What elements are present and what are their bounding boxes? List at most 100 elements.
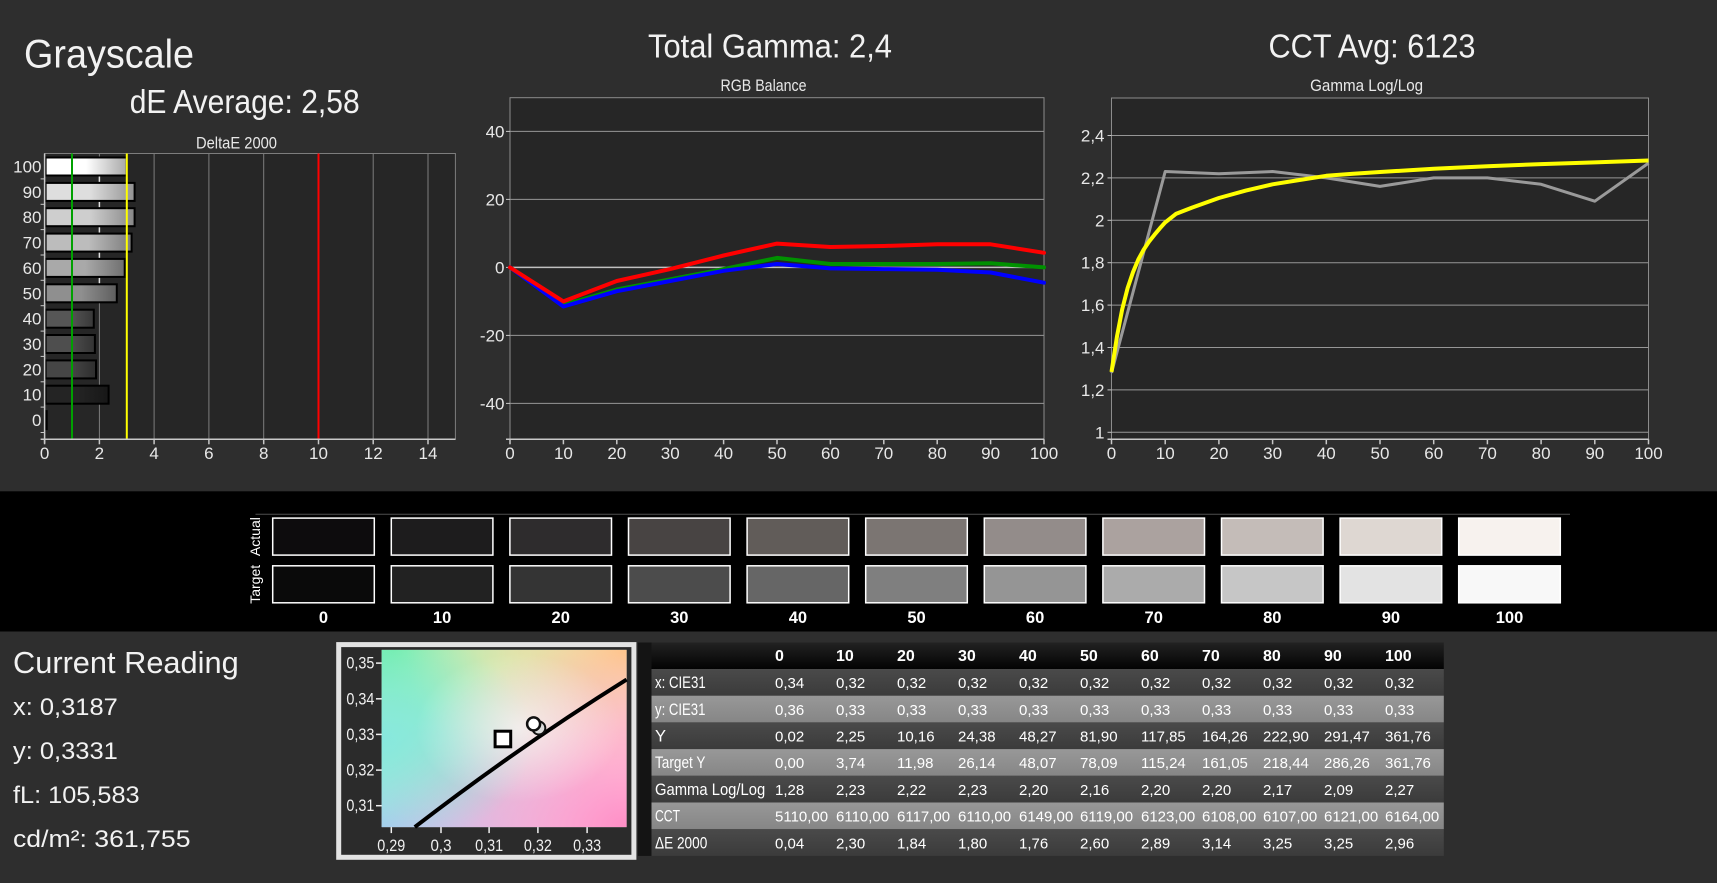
svg-text:3,25: 3,25 bbox=[1263, 835, 1292, 852]
svg-text:6164,00: 6164,00 bbox=[1385, 809, 1439, 826]
svg-text:Gamma Log/Log: Gamma Log/Log bbox=[655, 781, 765, 799]
svg-text:10,16: 10,16 bbox=[897, 729, 935, 746]
svg-text:24,38: 24,38 bbox=[958, 729, 996, 746]
svg-text:90: 90 bbox=[981, 444, 1000, 463]
svg-text:0,29: 0,29 bbox=[377, 837, 405, 855]
svg-text:4: 4 bbox=[149, 444, 158, 463]
svg-text:6123,00: 6123,00 bbox=[1141, 809, 1195, 826]
svg-text:0,33: 0,33 bbox=[346, 726, 374, 744]
svg-text:2,96: 2,96 bbox=[1385, 835, 1414, 852]
svg-text:y: CIE31: y: CIE31 bbox=[655, 701, 705, 719]
svg-text:10: 10 bbox=[554, 444, 573, 463]
svg-text:60: 60 bbox=[23, 259, 42, 278]
svg-text:0,33: 0,33 bbox=[1202, 702, 1231, 719]
svg-text:70: 70 bbox=[1145, 609, 1163, 627]
svg-text:2,25: 2,25 bbox=[836, 729, 865, 746]
svg-text:6110,00: 6110,00 bbox=[958, 809, 1011, 826]
svg-text:90: 90 bbox=[1324, 648, 1342, 665]
svg-text:0,33: 0,33 bbox=[1019, 702, 1048, 719]
svg-text:0,33: 0,33 bbox=[1263, 702, 1292, 719]
svg-text:70: 70 bbox=[874, 444, 893, 463]
svg-text:0,02: 0,02 bbox=[775, 729, 804, 746]
svg-text:20: 20 bbox=[1209, 444, 1228, 463]
svg-text:0,33: 0,33 bbox=[1324, 702, 1353, 719]
svg-text:0,34: 0,34 bbox=[346, 690, 374, 708]
svg-text:48,07: 48,07 bbox=[1019, 755, 1057, 772]
svg-text:0,32: 0,32 bbox=[1019, 675, 1048, 692]
svg-text:40: 40 bbox=[714, 444, 733, 463]
svg-text:100: 100 bbox=[13, 158, 41, 177]
svg-text:0,33: 0,33 bbox=[897, 702, 926, 719]
svg-text:80: 80 bbox=[1532, 444, 1551, 463]
svg-text:100: 100 bbox=[1030, 444, 1058, 463]
svg-text:8: 8 bbox=[259, 444, 268, 463]
svg-text:10: 10 bbox=[23, 386, 42, 405]
svg-text:2,20: 2,20 bbox=[1141, 782, 1170, 799]
svg-text:5110,00: 5110,00 bbox=[775, 809, 828, 826]
svg-text:291,47: 291,47 bbox=[1324, 729, 1370, 746]
svg-text:50: 50 bbox=[1371, 444, 1390, 463]
svg-text:0: 0 bbox=[1107, 444, 1116, 463]
svg-text:-20: -20 bbox=[480, 326, 505, 345]
svg-text:0,32: 0,32 bbox=[1141, 675, 1170, 692]
svg-text:0,32: 0,32 bbox=[346, 762, 374, 780]
svg-text:6108,00: 6108,00 bbox=[1202, 809, 1256, 826]
svg-text:0: 0 bbox=[495, 258, 504, 277]
svg-text:10: 10 bbox=[836, 648, 854, 665]
svg-text:60: 60 bbox=[821, 444, 840, 463]
svg-text:20: 20 bbox=[552, 609, 570, 627]
svg-text:0,32: 0,32 bbox=[1263, 675, 1292, 692]
svg-text:2,23: 2,23 bbox=[836, 782, 865, 799]
svg-text:x: CIE31: x: CIE31 bbox=[655, 674, 706, 692]
svg-text:3,14: 3,14 bbox=[1202, 835, 1231, 852]
svg-text:Gamma Log/Log: Gamma Log/Log bbox=[1310, 76, 1423, 95]
svg-text:0: 0 bbox=[319, 609, 328, 627]
svg-text:20: 20 bbox=[23, 360, 42, 379]
svg-text:70: 70 bbox=[1202, 648, 1220, 665]
svg-text:80: 80 bbox=[1263, 609, 1281, 627]
svg-text:Y: Y bbox=[655, 728, 666, 746]
svg-text:CCT: CCT bbox=[655, 808, 680, 826]
svg-text:0,00: 0,00 bbox=[775, 755, 804, 772]
svg-text:26,14: 26,14 bbox=[958, 755, 996, 772]
svg-text:12: 12 bbox=[364, 444, 383, 463]
svg-text:361,76: 361,76 bbox=[1385, 755, 1431, 772]
svg-text:0,04: 0,04 bbox=[775, 835, 804, 852]
svg-text:6121,00: 6121,00 bbox=[1324, 809, 1378, 826]
svg-text:0,33: 0,33 bbox=[1141, 702, 1170, 719]
svg-text:0,32: 0,32 bbox=[1202, 675, 1231, 692]
svg-text:2,2: 2,2 bbox=[1081, 169, 1105, 188]
svg-text:0,31: 0,31 bbox=[346, 797, 374, 815]
svg-text:RGB Balance: RGB Balance bbox=[721, 76, 807, 95]
svg-text:0: 0 bbox=[775, 648, 784, 665]
svg-text:1,76: 1,76 bbox=[1019, 835, 1048, 852]
svg-text:2,22: 2,22 bbox=[897, 782, 926, 799]
svg-text:100: 100 bbox=[1385, 648, 1412, 665]
svg-text:6149,00: 6149,00 bbox=[1019, 809, 1073, 826]
svg-text:0,3: 0,3 bbox=[431, 837, 452, 855]
svg-text:30: 30 bbox=[23, 335, 42, 354]
svg-text:0,34: 0,34 bbox=[775, 675, 804, 692]
svg-text:90: 90 bbox=[23, 183, 42, 202]
svg-text:40: 40 bbox=[23, 310, 42, 329]
svg-text:81,90: 81,90 bbox=[1080, 729, 1118, 746]
svg-text:2,20: 2,20 bbox=[1019, 782, 1048, 799]
svg-text:50: 50 bbox=[1080, 648, 1098, 665]
svg-text:0,31: 0,31 bbox=[475, 837, 503, 855]
svg-text:CCT Avg: 6123: CCT Avg: 6123 bbox=[1269, 27, 1476, 64]
svg-text:Target: Target bbox=[247, 565, 263, 604]
svg-text:dE Average: 2,58: dE Average: 2,58 bbox=[130, 83, 360, 120]
svg-text:78,09: 78,09 bbox=[1080, 755, 1118, 772]
svg-text:1,8: 1,8 bbox=[1081, 254, 1105, 273]
svg-text:2: 2 bbox=[1095, 211, 1104, 230]
svg-text:0,33: 0,33 bbox=[836, 702, 865, 719]
svg-text:20: 20 bbox=[607, 444, 626, 463]
svg-text:6107,00: 6107,00 bbox=[1263, 809, 1317, 826]
svg-text:100: 100 bbox=[1496, 609, 1524, 627]
svg-text:1: 1 bbox=[1095, 423, 1104, 442]
svg-text:2,09: 2,09 bbox=[1324, 782, 1353, 799]
svg-text:3,25: 3,25 bbox=[1324, 835, 1353, 852]
svg-text:0: 0 bbox=[505, 444, 514, 463]
svg-text:70: 70 bbox=[23, 234, 42, 253]
svg-text:0: 0 bbox=[40, 444, 49, 463]
